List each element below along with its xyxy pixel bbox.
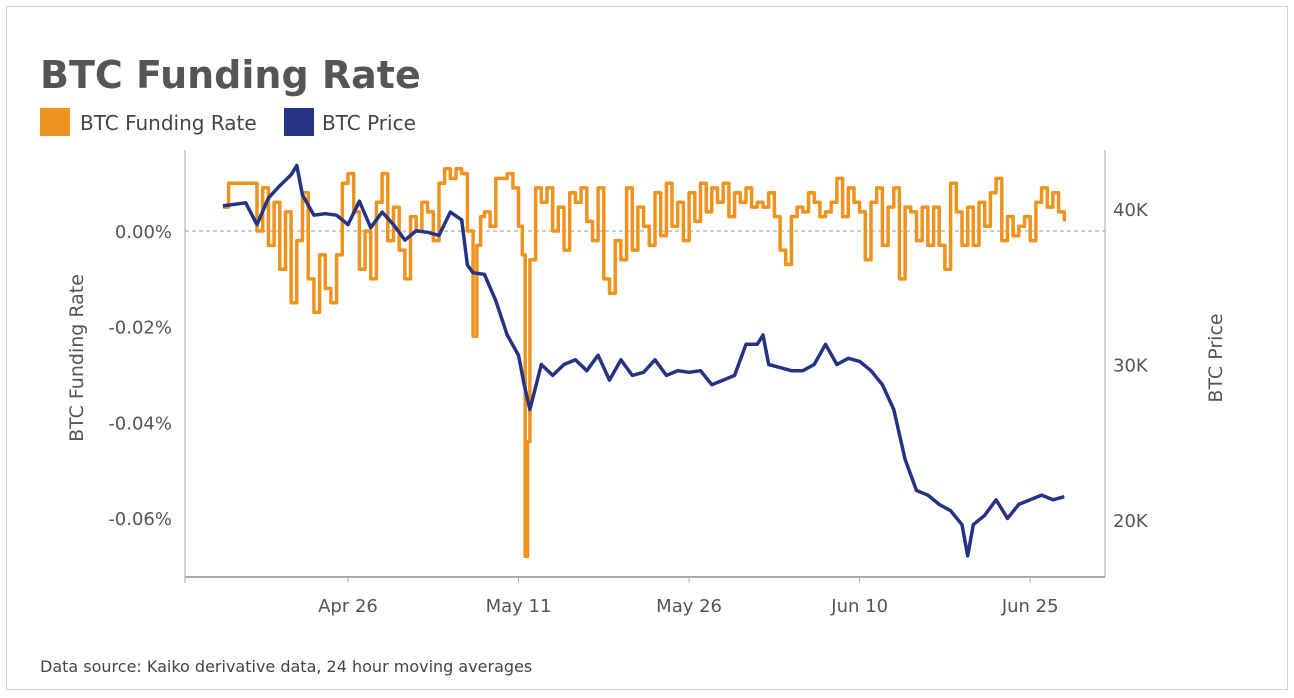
legend-label-funding: BTC Funding Rate [80,111,257,135]
x-tick-label: Apr 26 [318,596,378,617]
x-ticks: Apr 26 May 11 May 26 Jun 10 Jun 25 [184,577,1059,617]
y-left-tick-label: -0.06% [108,509,172,530]
series-line-btc-price [222,163,1065,558]
y-left-tick-label: 0.00% [115,222,172,243]
y-right-tick-label: 40K [1113,200,1149,221]
y-right-axis-label: BTC Price [1205,313,1227,402]
legend-label-price: BTC Price [322,111,416,135]
x-tick-label: Jun 25 [1001,596,1059,617]
y-left-tick-label: -0.02% [108,318,172,339]
legend-swatch-funding [40,108,70,136]
x-tick-label: Jun 10 [830,596,888,617]
legend-swatch-price [284,108,314,136]
y-right-ticks: 40K 30K 20K [1113,200,1149,532]
y-right-tick-label: 30K [1113,356,1149,377]
y-left-tick-label: -0.04% [108,413,172,434]
chart-frame [6,6,1288,690]
y-left-axis-label: BTC Funding Rate [66,274,88,442]
chart-title: BTC Funding Rate [40,53,421,97]
series-line-funding-rate [222,167,1067,559]
data-source-note: Data source: Kaiko derivative data, 24 h… [40,657,532,676]
legend: BTC Funding Rate BTC Price [40,108,416,136]
y-left-ticks: 0.00% -0.02% -0.04% -0.06% [108,222,172,530]
x-tick-label: May 26 [656,596,722,617]
x-tick-label: May 11 [486,596,552,617]
y-right-tick-label: 20K [1113,511,1149,532]
